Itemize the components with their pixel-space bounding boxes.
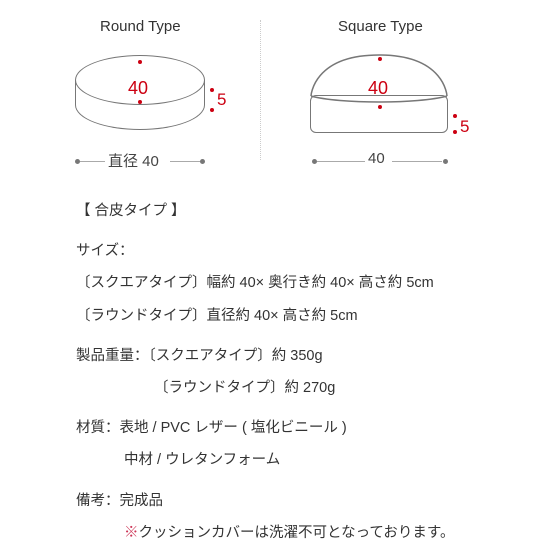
note-text: クッションカバーは洗濯不可となっております。 [139, 525, 455, 541]
square-dim-dot [378, 105, 382, 109]
round-dim-dot [138, 60, 142, 64]
size-round: 〔ラウンドタイプ〕直径約 40× 高さ約 5cm [76, 305, 540, 328]
square-height-value: 5 [460, 117, 469, 137]
dim-line [317, 161, 365, 162]
dim-line [170, 161, 200, 162]
size-label: サイズ： [76, 240, 540, 263]
spec-heading: 【 合皮タイプ 】 [76, 200, 540, 223]
round-diameter-value: 40 [128, 78, 148, 99]
diagrams-section: Round Type Square Type 40 5 40 5 直径 40 4… [0, 0, 540, 178]
vertical-divider [260, 20, 261, 160]
square-type-title: Square Type [338, 18, 423, 35]
round-height-dot [210, 88, 214, 92]
square-height-dot [453, 114, 457, 118]
square-width-value: 40 [368, 78, 388, 99]
weight-round: 〔ラウンドタイプ〕約 270g [76, 377, 540, 400]
round-height-value: 5 [217, 90, 226, 110]
size-square: 〔スクエアタイプ〕幅約 40× 奥行き約 40× 高さ約 5cm [76, 272, 540, 295]
material-inner: 中材 / ウレタンフォーム [76, 449, 540, 472]
note-line: ※クッションカバーは洗濯不可となっております。 [76, 522, 540, 545]
dim-dot [200, 159, 205, 164]
round-height-dot [210, 108, 214, 112]
round-dim-dot [138, 100, 142, 104]
dim-dot [443, 159, 448, 164]
square-bottom-label: 40 [368, 150, 385, 167]
round-bottom-label: 直径 40 [108, 150, 159, 171]
material-outer: 材質：表地 / PVC レザー ( 塩化ビニール ) [76, 417, 540, 440]
round-type-title: Round Type [100, 18, 181, 35]
spec-content: 【 合皮タイプ 】 サイズ： 〔スクエアタイプ〕幅約 40× 奥行き約 40× … [0, 178, 540, 545]
square-height-dot [453, 130, 457, 134]
square-dim-dot [378, 57, 382, 61]
dim-line [80, 161, 105, 162]
note-mark: ※ [124, 525, 139, 541]
note-label: 備考：完成品 [76, 490, 540, 513]
dim-line [392, 161, 442, 162]
weight-square: 製品重量：〔スクエアタイプ〕約 350g [76, 345, 540, 368]
